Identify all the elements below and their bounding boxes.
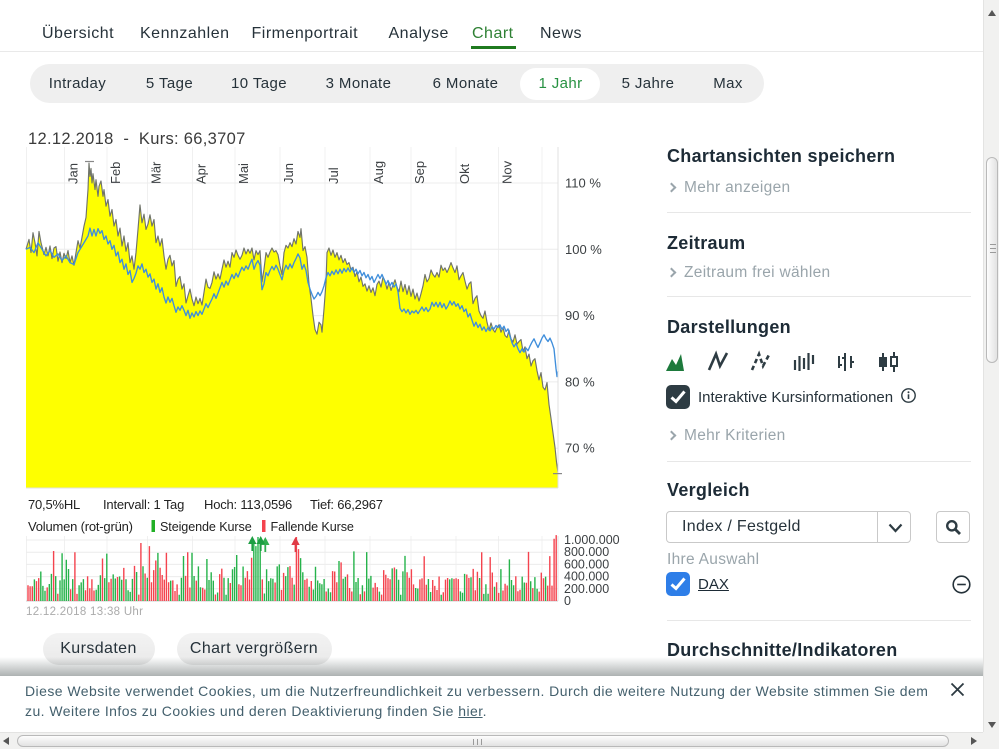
svg-text:Okt: Okt [457,163,472,184]
svg-text:Nov: Nov [500,160,515,184]
svg-text:Steigende Kurse: Steigende Kurse [160,520,252,534]
svg-text:600.000: 600.000 [564,557,609,571]
svg-text:Apr: Apr [194,163,209,184]
svg-text:100 %: 100 % [565,242,602,257]
svg-text:800.000: 800.000 [564,545,609,559]
svg-text:1.000.000: 1.000.000 [564,533,620,547]
svg-text:Sep: Sep [412,161,427,184]
svg-text:70 %: 70 % [565,441,595,456]
svg-text:Hoch: 113,0596: Hoch: 113,0596 [204,497,292,512]
svg-text:Jan: Jan [66,163,81,184]
svg-text:110 %: 110 % [565,176,601,191]
svg-text:Aug: Aug [371,161,386,184]
svg-text:Volumen (rot-grün): Volumen (rot-grün) [28,519,133,534]
svg-text:200.000: 200.000 [564,582,609,596]
svg-text:90 %: 90 % [565,308,595,323]
svg-text:Tief: 66,2967: Tief: 66,2967 [310,497,383,512]
svg-text:Mai: Mai [236,163,251,184]
svg-text:400.000: 400.000 [564,570,609,584]
svg-text:80 %: 80 % [565,374,595,389]
svg-text:Mär: Mär [149,161,164,184]
svg-text:12.12.2018 - Kurs: 66,3707: 12.12.2018 - Kurs: 66,3707 [28,130,246,148]
svg-text:Jul: Jul [326,167,341,184]
svg-text:12.12.2018 13:38 Uhr: 12.12.2018 13:38 Uhr [26,606,143,618]
svg-text:70,5%HL: 70,5%HL [28,497,80,512]
svg-text:Intervall: 1 Tag: Intervall: 1 Tag [103,497,184,512]
svg-text:Fallende Kurse: Fallende Kurse [271,520,354,534]
svg-text:0: 0 [564,594,571,608]
svg-text:Feb: Feb [108,162,123,184]
svg-text:Jun: Jun [281,163,296,184]
